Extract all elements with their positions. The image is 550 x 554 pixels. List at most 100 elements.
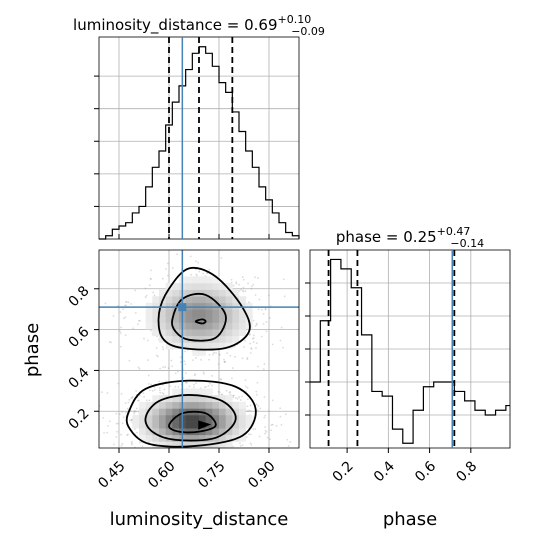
sample-point <box>264 414 267 417</box>
density-cell <box>225 428 233 436</box>
density-cell <box>159 322 166 330</box>
density-cell <box>219 395 226 403</box>
density-cell <box>185 401 193 409</box>
density-cell <box>245 302 253 310</box>
density-cell <box>225 322 233 330</box>
sample-point <box>155 463 157 465</box>
sample-point <box>138 394 141 397</box>
sample-point <box>86 397 88 399</box>
density-cell <box>192 316 200 323</box>
sample-point <box>153 456 155 458</box>
sample-point <box>117 422 120 425</box>
sample-point <box>203 449 205 451</box>
sample-point <box>257 365 259 368</box>
sample-point <box>220 378 223 381</box>
sample-point <box>250 455 252 457</box>
sample-point <box>75 398 77 400</box>
sample-point <box>183 360 186 363</box>
density-cell <box>139 408 146 416</box>
density-cell <box>139 415 146 422</box>
sample-point <box>260 454 262 456</box>
sample-point <box>116 430 119 433</box>
density-cell <box>192 289 200 297</box>
sample-point <box>249 342 252 345</box>
y-tick-label: 0.2 <box>66 406 93 433</box>
sample-point <box>239 444 242 447</box>
title-main-text: luminosity_distance = 0.69 <box>73 16 277 35</box>
sample-point <box>232 284 235 287</box>
density-cell <box>145 401 153 409</box>
sample-point <box>208 353 211 356</box>
sample-point <box>124 304 126 307</box>
sample-point <box>142 392 145 395</box>
sample-point <box>217 390 220 393</box>
sample-point <box>268 410 270 413</box>
density-cell <box>239 296 246 304</box>
density-cell <box>192 322 200 330</box>
axes-frame <box>98 249 300 449</box>
sample-point <box>185 381 187 384</box>
sample-point <box>235 281 238 284</box>
sample-point <box>154 451 156 453</box>
density-cell <box>205 322 213 330</box>
sample-point <box>119 311 122 313</box>
density-cell <box>212 276 220 284</box>
density-cell <box>152 302 160 310</box>
sample-point <box>131 396 134 399</box>
sample-point <box>171 365 174 368</box>
sample-point <box>137 399 140 402</box>
sample-point <box>102 416 105 419</box>
density-cell <box>232 401 240 409</box>
sample-point <box>263 416 266 419</box>
sample-point <box>249 442 252 445</box>
density-cell <box>165 302 173 310</box>
sample-point <box>122 416 125 419</box>
sample-point <box>202 371 205 374</box>
sample-point <box>252 334 255 337</box>
sample-point <box>134 289 137 292</box>
x-tick-labels: 0.45 0.60 0.75 0.90 <box>95 458 278 491</box>
sample-point <box>208 358 210 361</box>
density-cell <box>172 441 180 448</box>
sample-point <box>250 348 253 350</box>
sample-point <box>127 401 130 404</box>
density-cell <box>185 388 193 396</box>
sample-point <box>167 367 170 370</box>
sample-point <box>147 339 149 342</box>
density-cell <box>192 283 200 290</box>
sample-point <box>247 301 250 304</box>
density-cell <box>152 421 160 429</box>
density-cell <box>219 428 226 436</box>
sample-point <box>244 379 247 381</box>
density-cell <box>185 415 193 422</box>
sample-point <box>271 423 274 426</box>
sample-point <box>249 404 252 407</box>
sample-point <box>107 425 109 427</box>
sample-point <box>265 330 268 333</box>
sample-point <box>247 433 250 436</box>
sample-point <box>244 385 247 388</box>
sample-point <box>279 415 282 418</box>
density-cell <box>225 421 233 429</box>
density-cell <box>159 316 166 323</box>
density-cell <box>192 388 200 396</box>
sample-point <box>112 458 114 460</box>
sample-point <box>125 300 128 303</box>
density-cell <box>165 395 173 403</box>
sample-point <box>125 411 127 414</box>
sample-point <box>225 389 228 392</box>
sample-point <box>233 463 235 465</box>
density-cell <box>159 421 166 429</box>
sample-point <box>239 399 242 401</box>
sample-point <box>238 396 240 399</box>
sample-point <box>264 426 266 428</box>
density-cell <box>165 289 173 297</box>
sample-point <box>185 473 187 475</box>
sample-point <box>141 449 143 451</box>
hist-step-line <box>99 46 300 240</box>
sample-point <box>120 433 122 436</box>
sample-point <box>148 284 151 287</box>
density-cell <box>225 434 233 442</box>
sample-point <box>271 399 274 402</box>
